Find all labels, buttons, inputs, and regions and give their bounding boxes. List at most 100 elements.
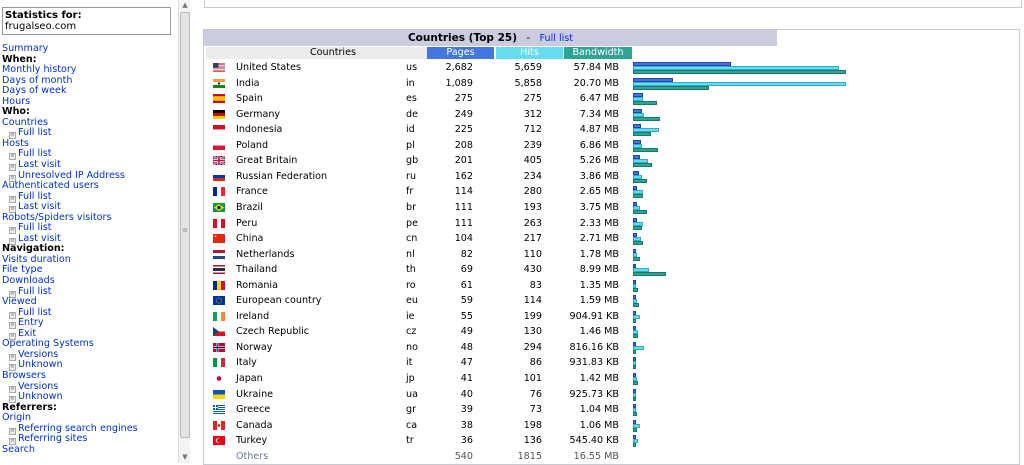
menu-summary[interactable]: Summary [2, 43, 176, 55]
menu-item-label: Viewed [2, 296, 37, 308]
bandwidth-bar [633, 303, 639, 308]
menu-downloads-full-list[interactable]: ≡ Full list [2, 286, 176, 298]
pe-flag-icon [213, 218, 225, 228]
menu-viewed[interactable]: Viewed [2, 296, 176, 308]
country-code: in [406, 77, 415, 89]
title-separator: - [526, 32, 531, 44]
hits-bar [633, 237, 641, 242]
hits-bar [633, 221, 643, 226]
menu-robots-full-list[interactable]: ≡ Full list [2, 223, 176, 235]
menu-robots-spiders[interactable]: Robots/Spiders visitors [2, 212, 176, 224]
hits-value: 136 [523, 435, 542, 447]
pages-value: 2,682 [445, 62, 473, 73]
menu-auth-last-visit[interactable]: ≡ Last visit [2, 201, 176, 214]
menu-file-type[interactable]: File type [2, 265, 176, 276]
scroll-thumb[interactable]: ≡ [180, 12, 190, 438]
menu-origin[interactable]: Origin [2, 412, 176, 424]
submenu-bullet-icon: ≡ [9, 153, 16, 161]
bandwidth-value: 4.87 MB [579, 124, 619, 136]
menu-countries[interactable]: Countries [2, 117, 176, 129]
menu-downloads[interactable]: Downloads [2, 275, 176, 287]
scroll-down-arrow-icon[interactable]: ▼ [182, 453, 188, 461]
table-row: Peru pe 111 263 2.33 MB [206, 216, 1019, 232]
menu-viewed-exit[interactable]: ≡ Exit [2, 328, 176, 340]
hits-bar [633, 159, 648, 164]
menu-days-of-week[interactable]: Days of week [2, 85, 176, 97]
menu-referring-search-engines[interactable]: ≡ Referring search engines [2, 423, 176, 435]
ru-flag-icon [213, 171, 225, 181]
submenu-bullet-icon: ≡ [9, 290, 16, 298]
menu-operating-systems[interactable]: Operating Systems [2, 339, 176, 350]
menu-authenticated-users[interactable]: Authenticated users [2, 180, 176, 192]
hits-bar [633, 128, 659, 133]
menu-hours[interactable]: Hours [2, 96, 176, 108]
table-row: Greece gr 39 73 1.04 MB [206, 402, 1019, 418]
table-row: China cn 104 217 2.71 MB [206, 231, 1019, 247]
menu-visits-duration[interactable]: Visits duration [2, 253, 176, 266]
hits-value: 294 [523, 341, 542, 353]
submenu-bullet-icon: ≡ [9, 385, 16, 393]
menu-auth-full-list[interactable]: ≡ Full list [2, 191, 176, 203]
us-flag-icon [213, 63, 225, 72]
country-code: th [406, 264, 416, 276]
menu-robots-last-visit[interactable]: ≡ Last visit [2, 233, 176, 245]
menu-item-label: Visits duration [2, 253, 71, 265]
bandwidth-value: 1.35 MB [579, 279, 619, 291]
submenu-bullet-icon: ≡ [9, 164, 16, 172]
menu-hosts-last-visit[interactable]: ≡ Last visit [2, 159, 176, 172]
hits-bar [633, 283, 636, 288]
menu-browsers-unknown[interactable]: ≡ Unknown [2, 391, 176, 404]
menu-item-label: Operating Systems [2, 338, 94, 350]
menu-item-label: File type [2, 264, 43, 276]
country-bars [633, 248, 873, 261]
others-pages: 540 [454, 450, 473, 462]
pages-value: 162 [454, 170, 473, 182]
bandwidth-value: 1.42 MB [579, 373, 619, 384]
menu-item-label: Authenticated users [2, 180, 99, 192]
menu-hosts-full-list[interactable]: ≡ Full list [2, 149, 176, 161]
menu-browsers-versions[interactable]: ≡ Versions [2, 381, 176, 393]
pages-bar [633, 201, 637, 206]
pages-bar [633, 295, 636, 300]
table-row: Thailand th 69 430 8.99 MB [206, 262, 1019, 278]
menu-hosts-unresolved-ip[interactable]: ≡ Unresolved IP Address [2, 170, 176, 182]
menu-os-unknown[interactable]: ≡ Unknown [2, 360, 176, 372]
menu-days-of-month[interactable]: Days of month [2, 75, 176, 87]
hits-bar [633, 330, 638, 335]
pages-value: 55 [460, 310, 473, 322]
full-list-link[interactable]: Full list [539, 33, 574, 44]
menu-os-versions[interactable]: ≡ Versions [2, 349, 176, 361]
pages-value: 40 [460, 388, 473, 400]
menu-scrollbar[interactable]: ▲ ≡ ▼ [178, 0, 190, 463]
pages-bar [633, 279, 636, 284]
bandwidth-bar [633, 443, 636, 448]
col-header-countries: Countries [206, 47, 460, 59]
menu-item-label: Browsers [2, 369, 46, 381]
menu-countries-full-list[interactable]: ≡ Full list [2, 128, 176, 140]
menu-referring-sites[interactable]: ≡ Referring sites [2, 433, 176, 446]
bandwidth-value: 2.33 MB [579, 217, 619, 229]
table-row: Turkey tr 36 136 545.40 KB [206, 433, 1019, 449]
menu-monthly-history[interactable]: Monthly history [2, 64, 176, 76]
pages-bar [633, 170, 639, 175]
country-bars [633, 77, 873, 90]
country-bars [633, 326, 873, 339]
menu-browsers[interactable]: Browsers [2, 369, 176, 382]
country-name: Germany [236, 108, 281, 120]
menu-item-label: Full list [18, 306, 52, 318]
scroll-up-arrow-icon[interactable]: ▲ [182, 1, 188, 9]
menu-search[interactable]: Search [2, 444, 176, 456]
country-code: fr [406, 186, 414, 198]
pages-bar [633, 404, 636, 409]
table-header: Countries Pages Hits Bandwidth [206, 47, 1019, 59]
bandwidth-value: 1.06 MB [579, 419, 619, 431]
menu-viewed-full-list[interactable]: ≡ Full list [2, 306, 176, 319]
menu-viewed-entry[interactable]: ≡ Entry [2, 317, 176, 330]
country-name: Spain [236, 93, 263, 105]
country-name: Ukraine [236, 388, 274, 400]
menu-hosts[interactable]: Hosts [2, 138, 176, 150]
pages-value: 36 [460, 435, 473, 447]
submenu-bullet-icon: ≡ [9, 311, 16, 319]
pages-value: 275 [454, 93, 473, 105]
country-code: pl [406, 139, 415, 151]
